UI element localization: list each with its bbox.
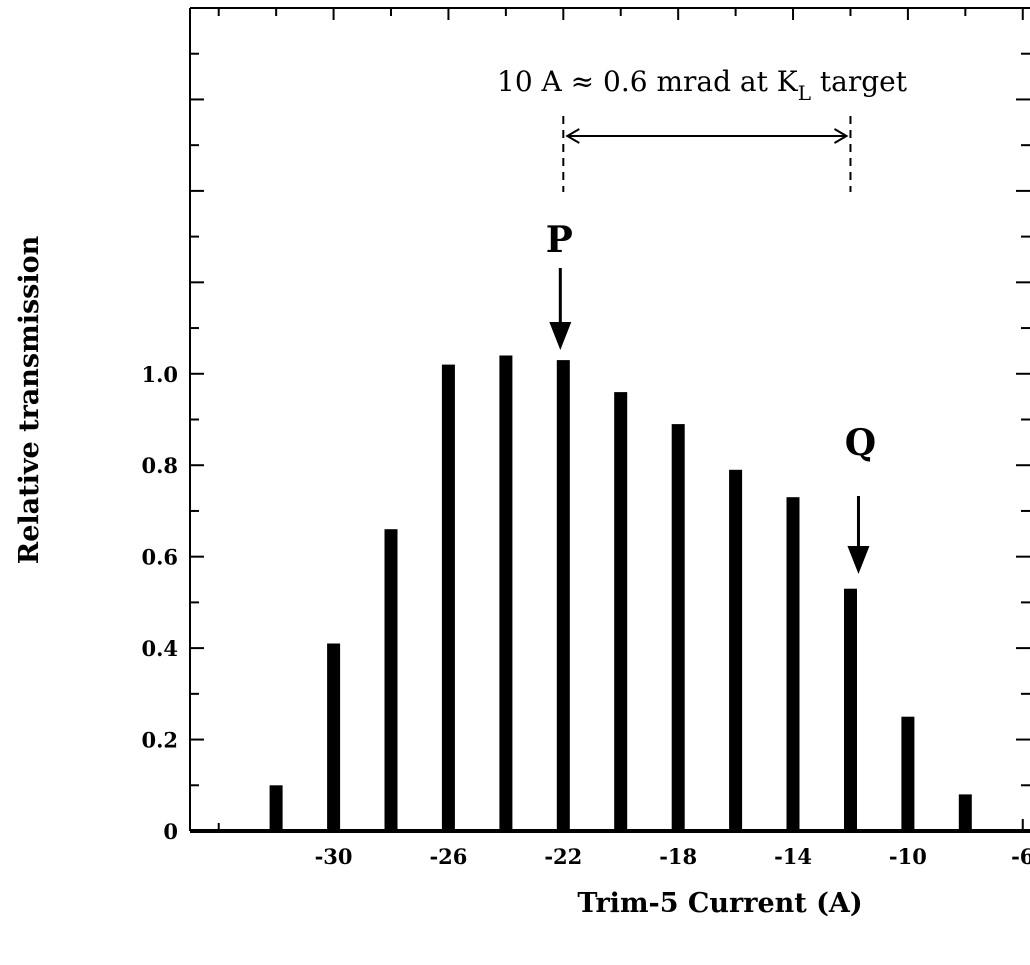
bar [614, 392, 628, 831]
bar [556, 360, 570, 831]
bar [499, 355, 513, 831]
span-annotation-subscript: L [798, 81, 811, 105]
span-arrowhead-right [833, 128, 849, 144]
y-tick-label: 0.6 [141, 545, 178, 570]
tick-labels: -30 -26 -22 -18 -14 -10 -6 0 0.2 0.4 0.6 0.8 1.0 [141, 362, 1030, 869]
x-tick-label: -26 [429, 844, 467, 869]
x-tick-label: -30 [315, 844, 353, 869]
plot-frame [189, 7, 1030, 833]
bar [901, 716, 915, 831]
y-axis-title: Relative transmission [14, 235, 45, 564]
bar [327, 643, 341, 831]
x-axis-title: Trim-5 Current (A) [577, 888, 862, 919]
bar [844, 588, 857, 831]
span-arrowhead-left [565, 128, 580, 144]
x-tick-label: -18 [659, 844, 697, 869]
x-tick-label: -22 [544, 844, 582, 869]
bar [729, 469, 743, 831]
x-tick-label: -10 [889, 844, 927, 869]
bar [786, 497, 800, 831]
bar [958, 794, 972, 831]
arrow-q-head [847, 546, 870, 574]
span-annotation-suffix: target [811, 65, 908, 98]
bar [269, 785, 283, 831]
arrow-p-head [549, 322, 572, 350]
x-tick-label: -14 [774, 844, 812, 869]
x-tick-label: -6 [1011, 844, 1030, 869]
y-tick-label: 0.2 [141, 728, 178, 753]
axis-ticks [190, 7, 1030, 832]
y-tick-label: 1.0 [141, 362, 178, 387]
label-q: Q [845, 422, 876, 464]
bars [269, 355, 972, 831]
y-tick-label: 0.8 [141, 453, 178, 478]
y-tick-label: 0.4 [141, 636, 178, 661]
bar [671, 424, 685, 831]
bar [441, 364, 455, 831]
bar [384, 529, 398, 831]
span-annotation-main: 10 A ≈ 0.6 mrad at K [497, 65, 799, 98]
span-annotation-text: 10 A ≈ 0.6 mrad at KL target [497, 65, 908, 105]
y-tick-label: 0 [163, 819, 178, 844]
label-p: P [546, 219, 573, 261]
annotations: 10 A ≈ 0.6 mrad at KL target P Q [497, 65, 908, 574]
